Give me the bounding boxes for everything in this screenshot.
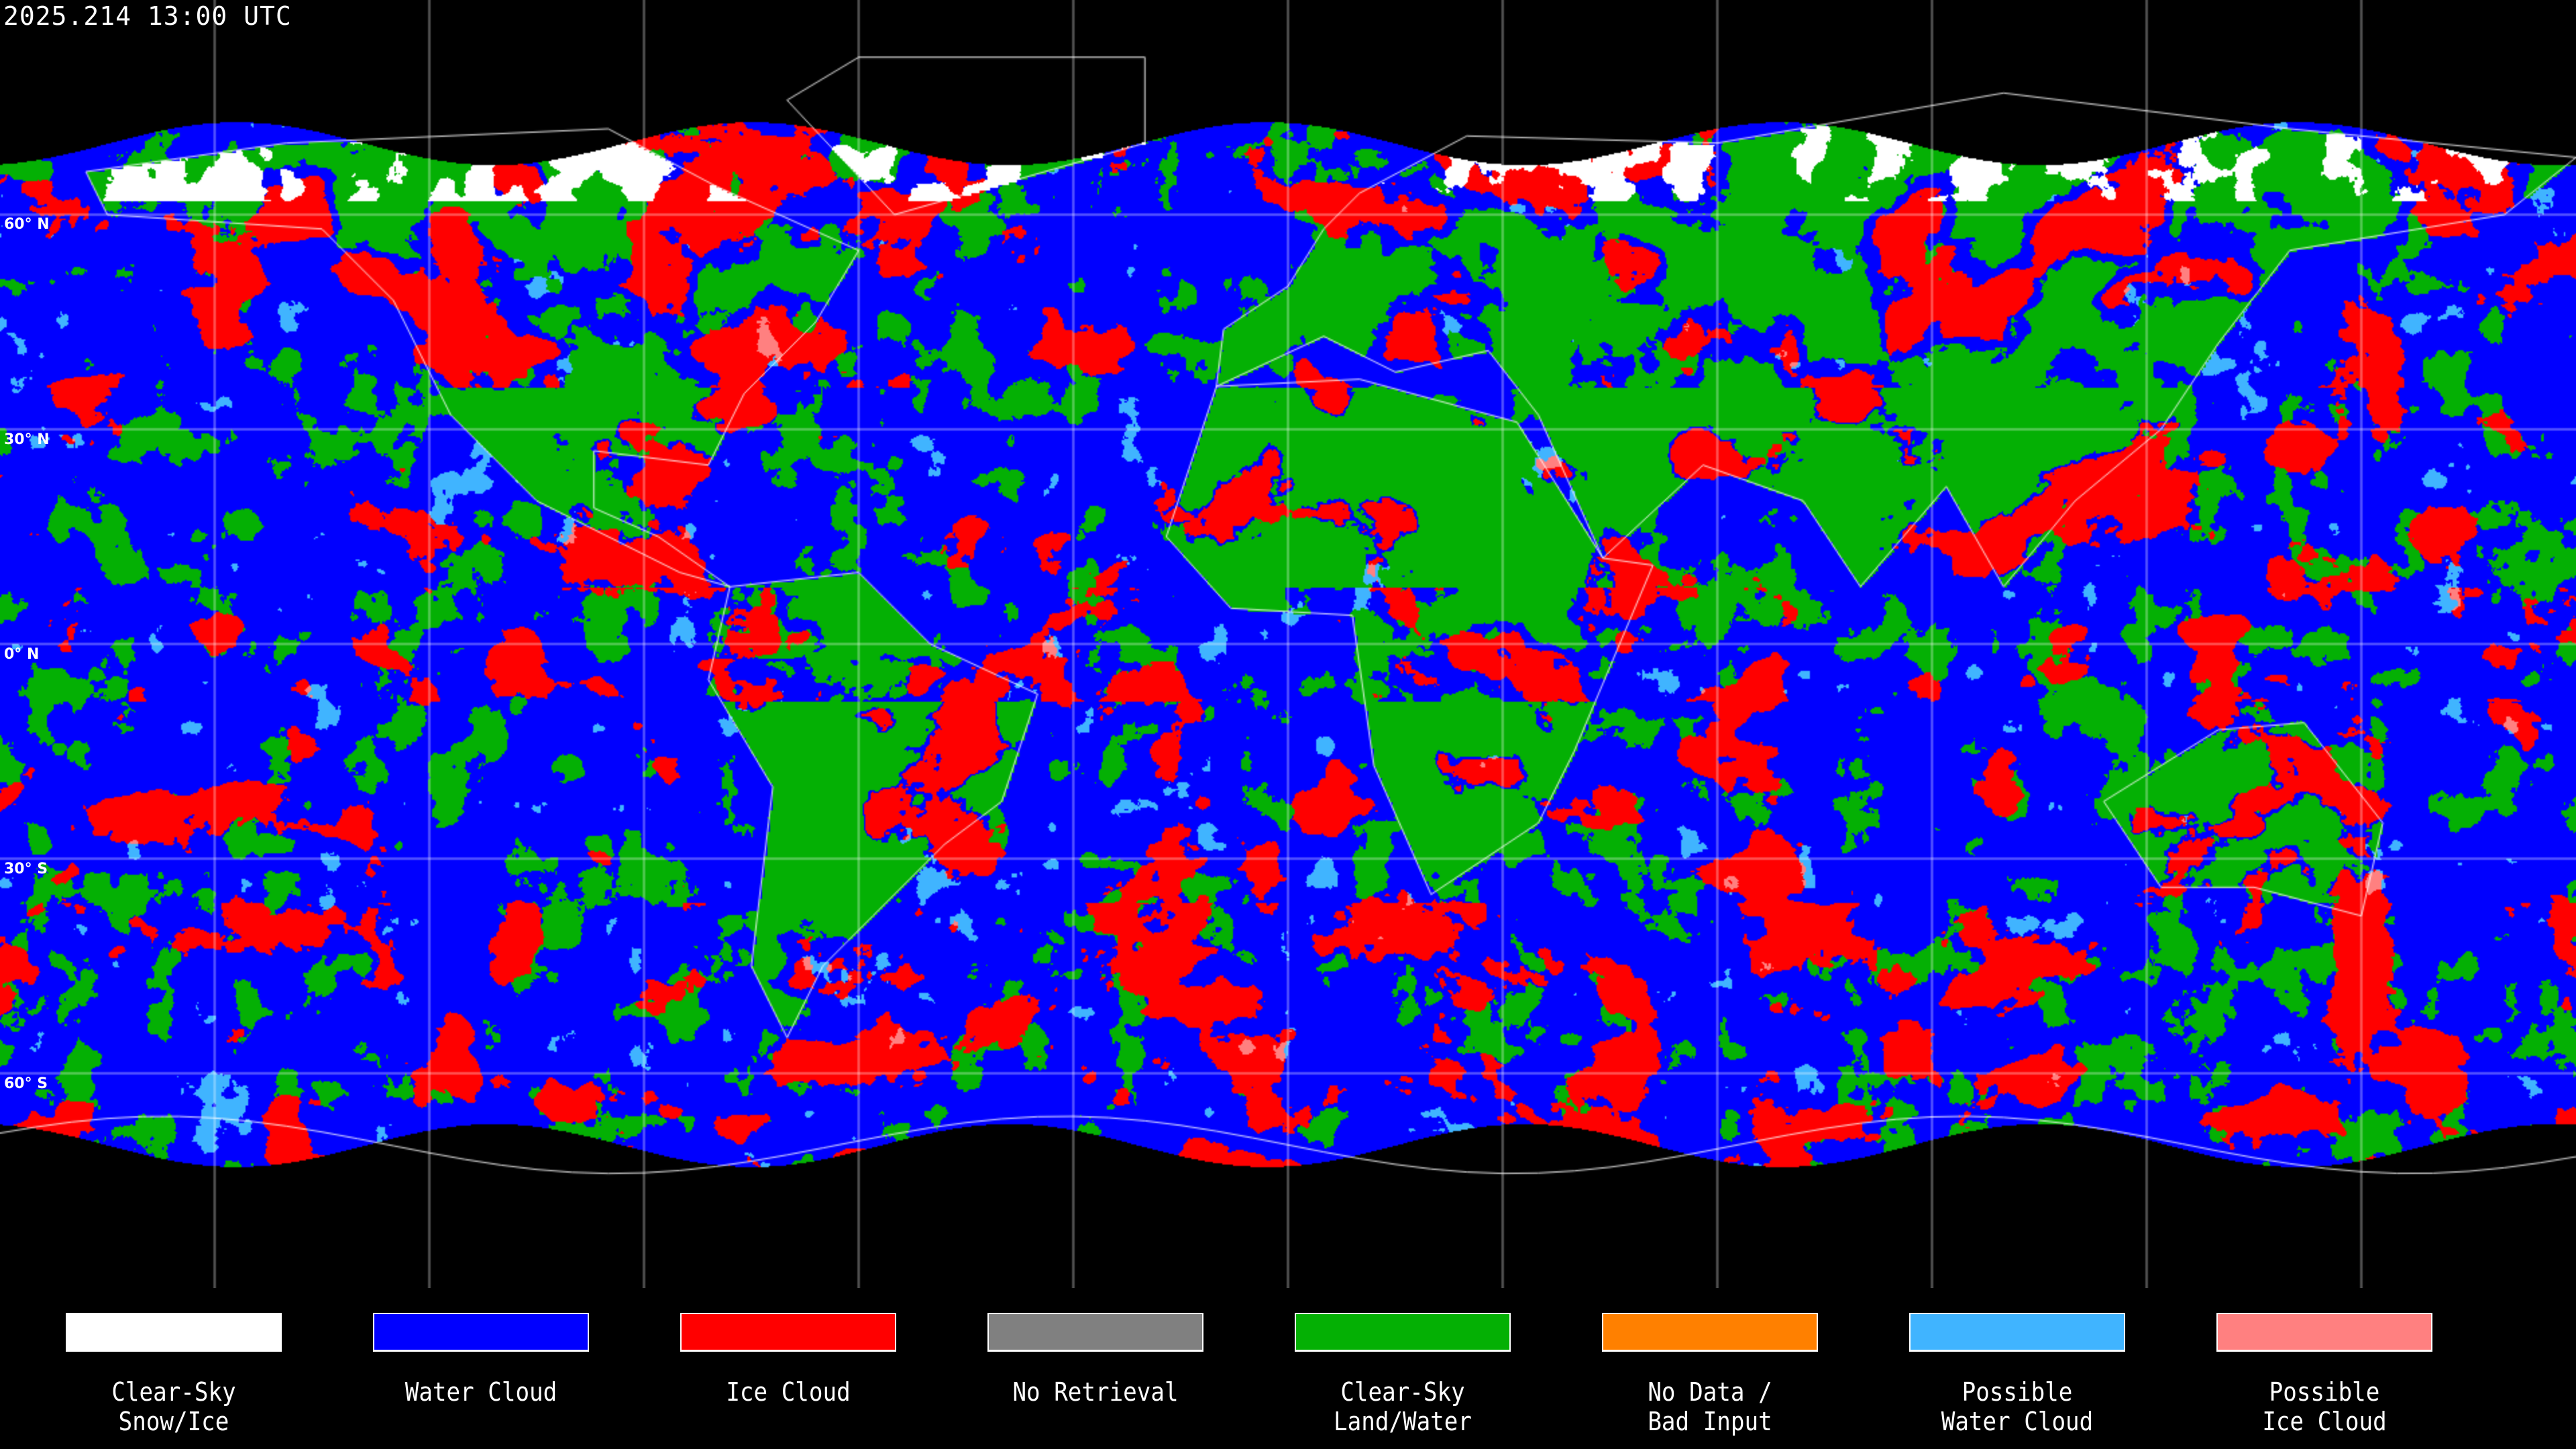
lat-label-30n: 30° N	[4, 431, 50, 448]
legend-item-clear-sky-land-water: Clear-Sky Land/Water	[1293, 1313, 1512, 1436]
timestamp-title: 2025.214 13:00 UTC	[3, 1, 292, 31]
legend-item-water-cloud: Water Cloud	[372, 1313, 590, 1407]
legend-item-no-retrieval: No Retrieval	[986, 1313, 1205, 1407]
legend-label: No Data / Bad Input	[1648, 1377, 1772, 1436]
legend-item-possible-water-cloud: Possible Water Cloud	[1908, 1313, 2127, 1436]
legend-label: Possible Ice Cloud	[2262, 1377, 2387, 1436]
legend-item-clear-sky-snow-ice: Clear-Sky Snow/Ice	[64, 1313, 283, 1436]
legend-swatch	[1295, 1313, 1511, 1352]
legend-swatch	[1909, 1313, 2125, 1352]
legend-swatch	[2216, 1313, 2432, 1352]
lat-label-60s: 60° S	[4, 1075, 48, 1092]
legend-label: No Retrieval	[1012, 1377, 1179, 1407]
legend-label: Water Cloud	[405, 1377, 557, 1407]
cloud-phase-map: 2025.214 13:00 UTC 60° N 30° N 0° N 30° …	[0, 0, 2576, 1288]
legend-label: Clear-Sky Land/Water	[1334, 1377, 1472, 1436]
legend-item-ice-cloud: Ice Cloud	[679, 1313, 898, 1407]
cloud-phase-raster	[0, 0, 2576, 1288]
legend-label: Possible Water Cloud	[1941, 1377, 2094, 1436]
lat-label-60n: 60° N	[4, 216, 50, 233]
legend-swatch	[373, 1313, 589, 1352]
lat-label-0n: 0° N	[4, 646, 40, 663]
legend-label: Ice Cloud	[726, 1377, 851, 1407]
legend: Clear-Sky Snow/Ice Water Cloud Ice Cloud…	[0, 1290, 2576, 1449]
legend-item-no-data: No Data / Bad Input	[1601, 1313, 1819, 1436]
legend-item-possible-ice-cloud: Possible Ice Cloud	[2215, 1313, 2434, 1436]
legend-swatch	[1602, 1313, 1818, 1352]
legend-label: Clear-Sky Snow/Ice	[111, 1377, 236, 1436]
lat-label-30s: 30° S	[4, 861, 48, 877]
legend-swatch	[987, 1313, 1203, 1352]
legend-swatch	[66, 1313, 282, 1352]
legend-swatch	[680, 1313, 896, 1352]
